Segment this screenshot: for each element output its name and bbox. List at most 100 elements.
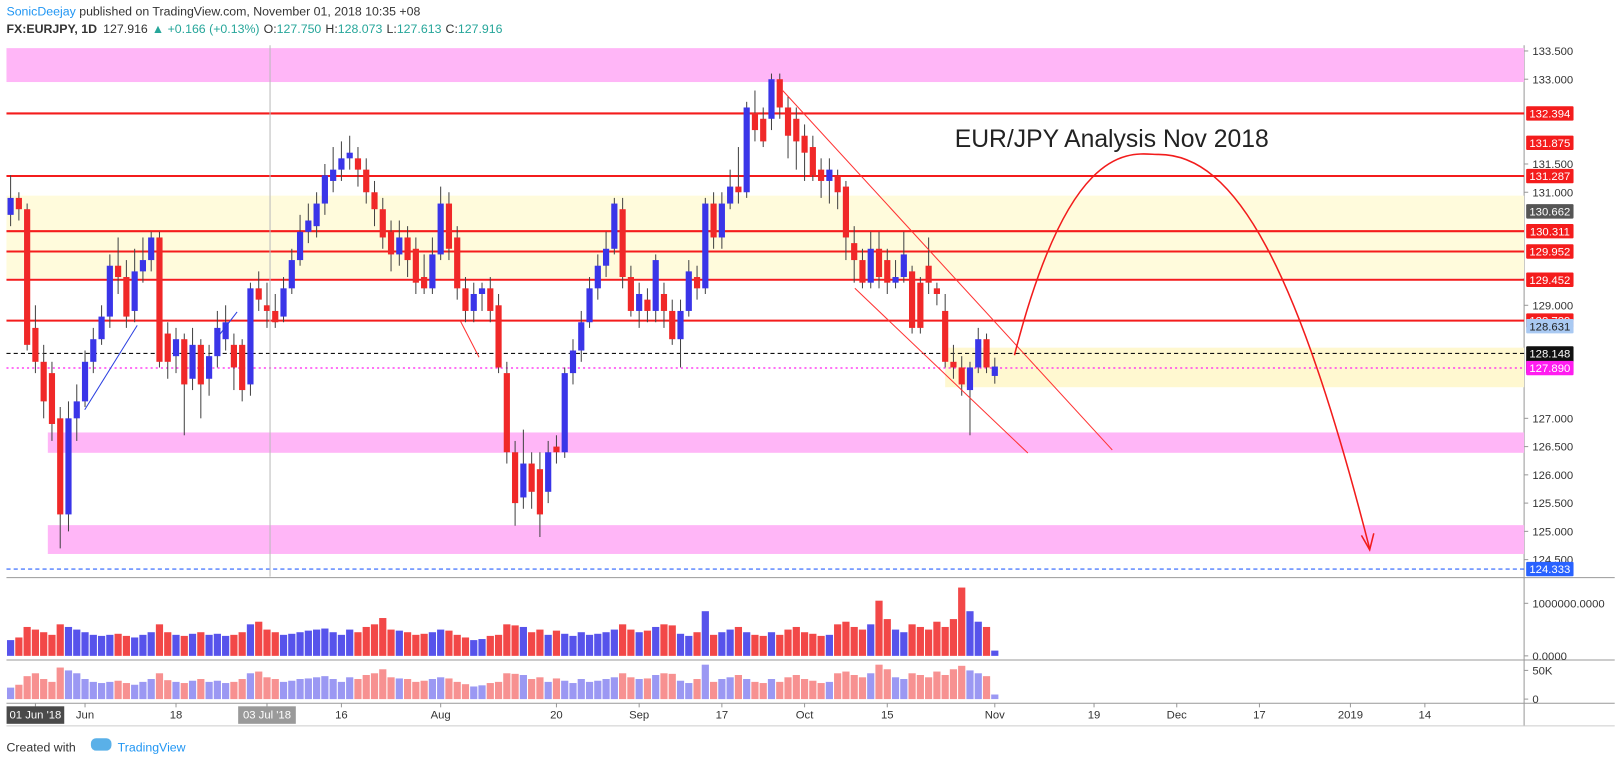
volume-bar <box>97 635 106 656</box>
volume-bar <box>850 626 858 656</box>
volume-bar <box>23 676 31 700</box>
x-tick-box <box>6 706 65 724</box>
volume-bar <box>767 679 776 700</box>
volume-bar <box>709 634 718 656</box>
footer-brand[interactable]: TradingView <box>118 741 186 755</box>
volume-bar <box>222 683 230 700</box>
volume-bar <box>966 670 974 700</box>
volume-bar <box>271 632 279 656</box>
volume-bar <box>676 680 685 700</box>
candle-body <box>652 260 659 311</box>
price-label-box <box>1526 346 1574 361</box>
candle-body <box>321 175 328 204</box>
candle-body <box>569 350 577 374</box>
candle-body <box>942 310 949 362</box>
ohlc-key: O: <box>264 22 277 36</box>
annotation: EUR/JPY Analysis Nov 2018 <box>955 126 1269 153</box>
x-tick-label: 19 <box>1088 710 1101 722</box>
footer-text: Created with <box>6 741 75 755</box>
volume-bar <box>949 619 958 656</box>
volume-bar <box>991 650 999 656</box>
candle-body <box>123 277 130 317</box>
last-price: 127.916 <box>103 22 148 36</box>
volume-bar <box>494 634 503 656</box>
candle-body <box>106 265 113 317</box>
volume-bar <box>875 664 883 700</box>
y-tick-label: 131.000 <box>1532 187 1573 199</box>
volume-bar <box>751 681 759 700</box>
volume-bar <box>89 634 97 656</box>
volume-bar <box>734 626 743 656</box>
candle-body <box>239 344 246 391</box>
volume-bar <box>643 630 652 656</box>
volume-bar <box>817 683 825 700</box>
volume-bar <box>925 677 933 700</box>
x-tick-label: 03 Jul '18 <box>243 710 291 722</box>
volume-bar <box>809 633 817 656</box>
volume-bar <box>246 624 255 656</box>
volume-bar <box>31 629 40 656</box>
published: published on TradingView.com, November 0… <box>76 4 421 18</box>
volume-bar <box>122 635 130 656</box>
volume-bar <box>577 632 585 656</box>
volume-bar <box>685 635 693 656</box>
candle-body <box>396 237 403 255</box>
volume-bar <box>825 681 833 700</box>
volume-bar <box>362 675 370 700</box>
header-line: SonicDeejay published on TradingView.com… <box>6 4 420 18</box>
candle-body <box>214 327 221 357</box>
volume-bar <box>974 673 982 700</box>
y-tick-label: 133.000 <box>1532 74 1573 86</box>
volume-bar <box>362 626 370 656</box>
volume-bar <box>486 683 494 700</box>
volume-bar <box>966 611 974 656</box>
volume-bar <box>561 633 569 656</box>
candle-body <box>842 186 850 238</box>
volume-bar <box>585 634 594 656</box>
ohlc-value: 128.073 <box>338 22 383 36</box>
volume-bar <box>172 634 180 656</box>
volume-bar <box>759 683 767 700</box>
volume-bar <box>602 679 610 700</box>
volume-bar <box>420 633 428 656</box>
price-label: 131.875 <box>1529 138 1570 150</box>
volume-bar <box>825 634 833 656</box>
volume-bar <box>73 629 81 656</box>
volume-bar <box>800 679 809 700</box>
volume-bar <box>271 679 279 700</box>
candle-body <box>933 288 940 294</box>
candle-body <box>760 118 767 142</box>
candle-body <box>718 203 725 238</box>
volume-bar <box>15 684 23 700</box>
zone <box>47 525 1525 554</box>
volume-bar <box>114 680 122 700</box>
candle-body <box>826 169 833 181</box>
candle-body <box>73 401 80 419</box>
candle-body <box>296 231 304 261</box>
candle-body <box>801 135 808 153</box>
candle-body <box>561 373 568 453</box>
volume-bar <box>230 634 238 656</box>
volume-bar <box>213 633 221 656</box>
volume-bar <box>776 634 784 656</box>
volume-bar <box>949 669 958 700</box>
candle-body <box>272 310 279 323</box>
x-tick-label: Sep <box>629 710 649 722</box>
candle-body <box>619 209 626 278</box>
volume-bar <box>858 677 867 700</box>
arrow-head <box>1360 533 1375 552</box>
arrow <box>460 321 480 358</box>
change: ▲ +0.166 (+0.13%) <box>152 22 260 36</box>
volume-bar <box>238 632 246 656</box>
candle-body <box>793 118 800 142</box>
volume-bar <box>279 681 288 700</box>
author[interactable]: SonicDeejay <box>6 4 76 18</box>
volume-bar <box>453 681 461 700</box>
candle-body <box>371 192 378 210</box>
candle-body <box>735 186 742 193</box>
candle-body <box>206 356 213 379</box>
ohlc-key: C: <box>446 22 458 36</box>
candle-body <box>57 418 64 515</box>
y-tick-label: 50K <box>1532 666 1553 678</box>
volume-bar <box>197 632 205 656</box>
